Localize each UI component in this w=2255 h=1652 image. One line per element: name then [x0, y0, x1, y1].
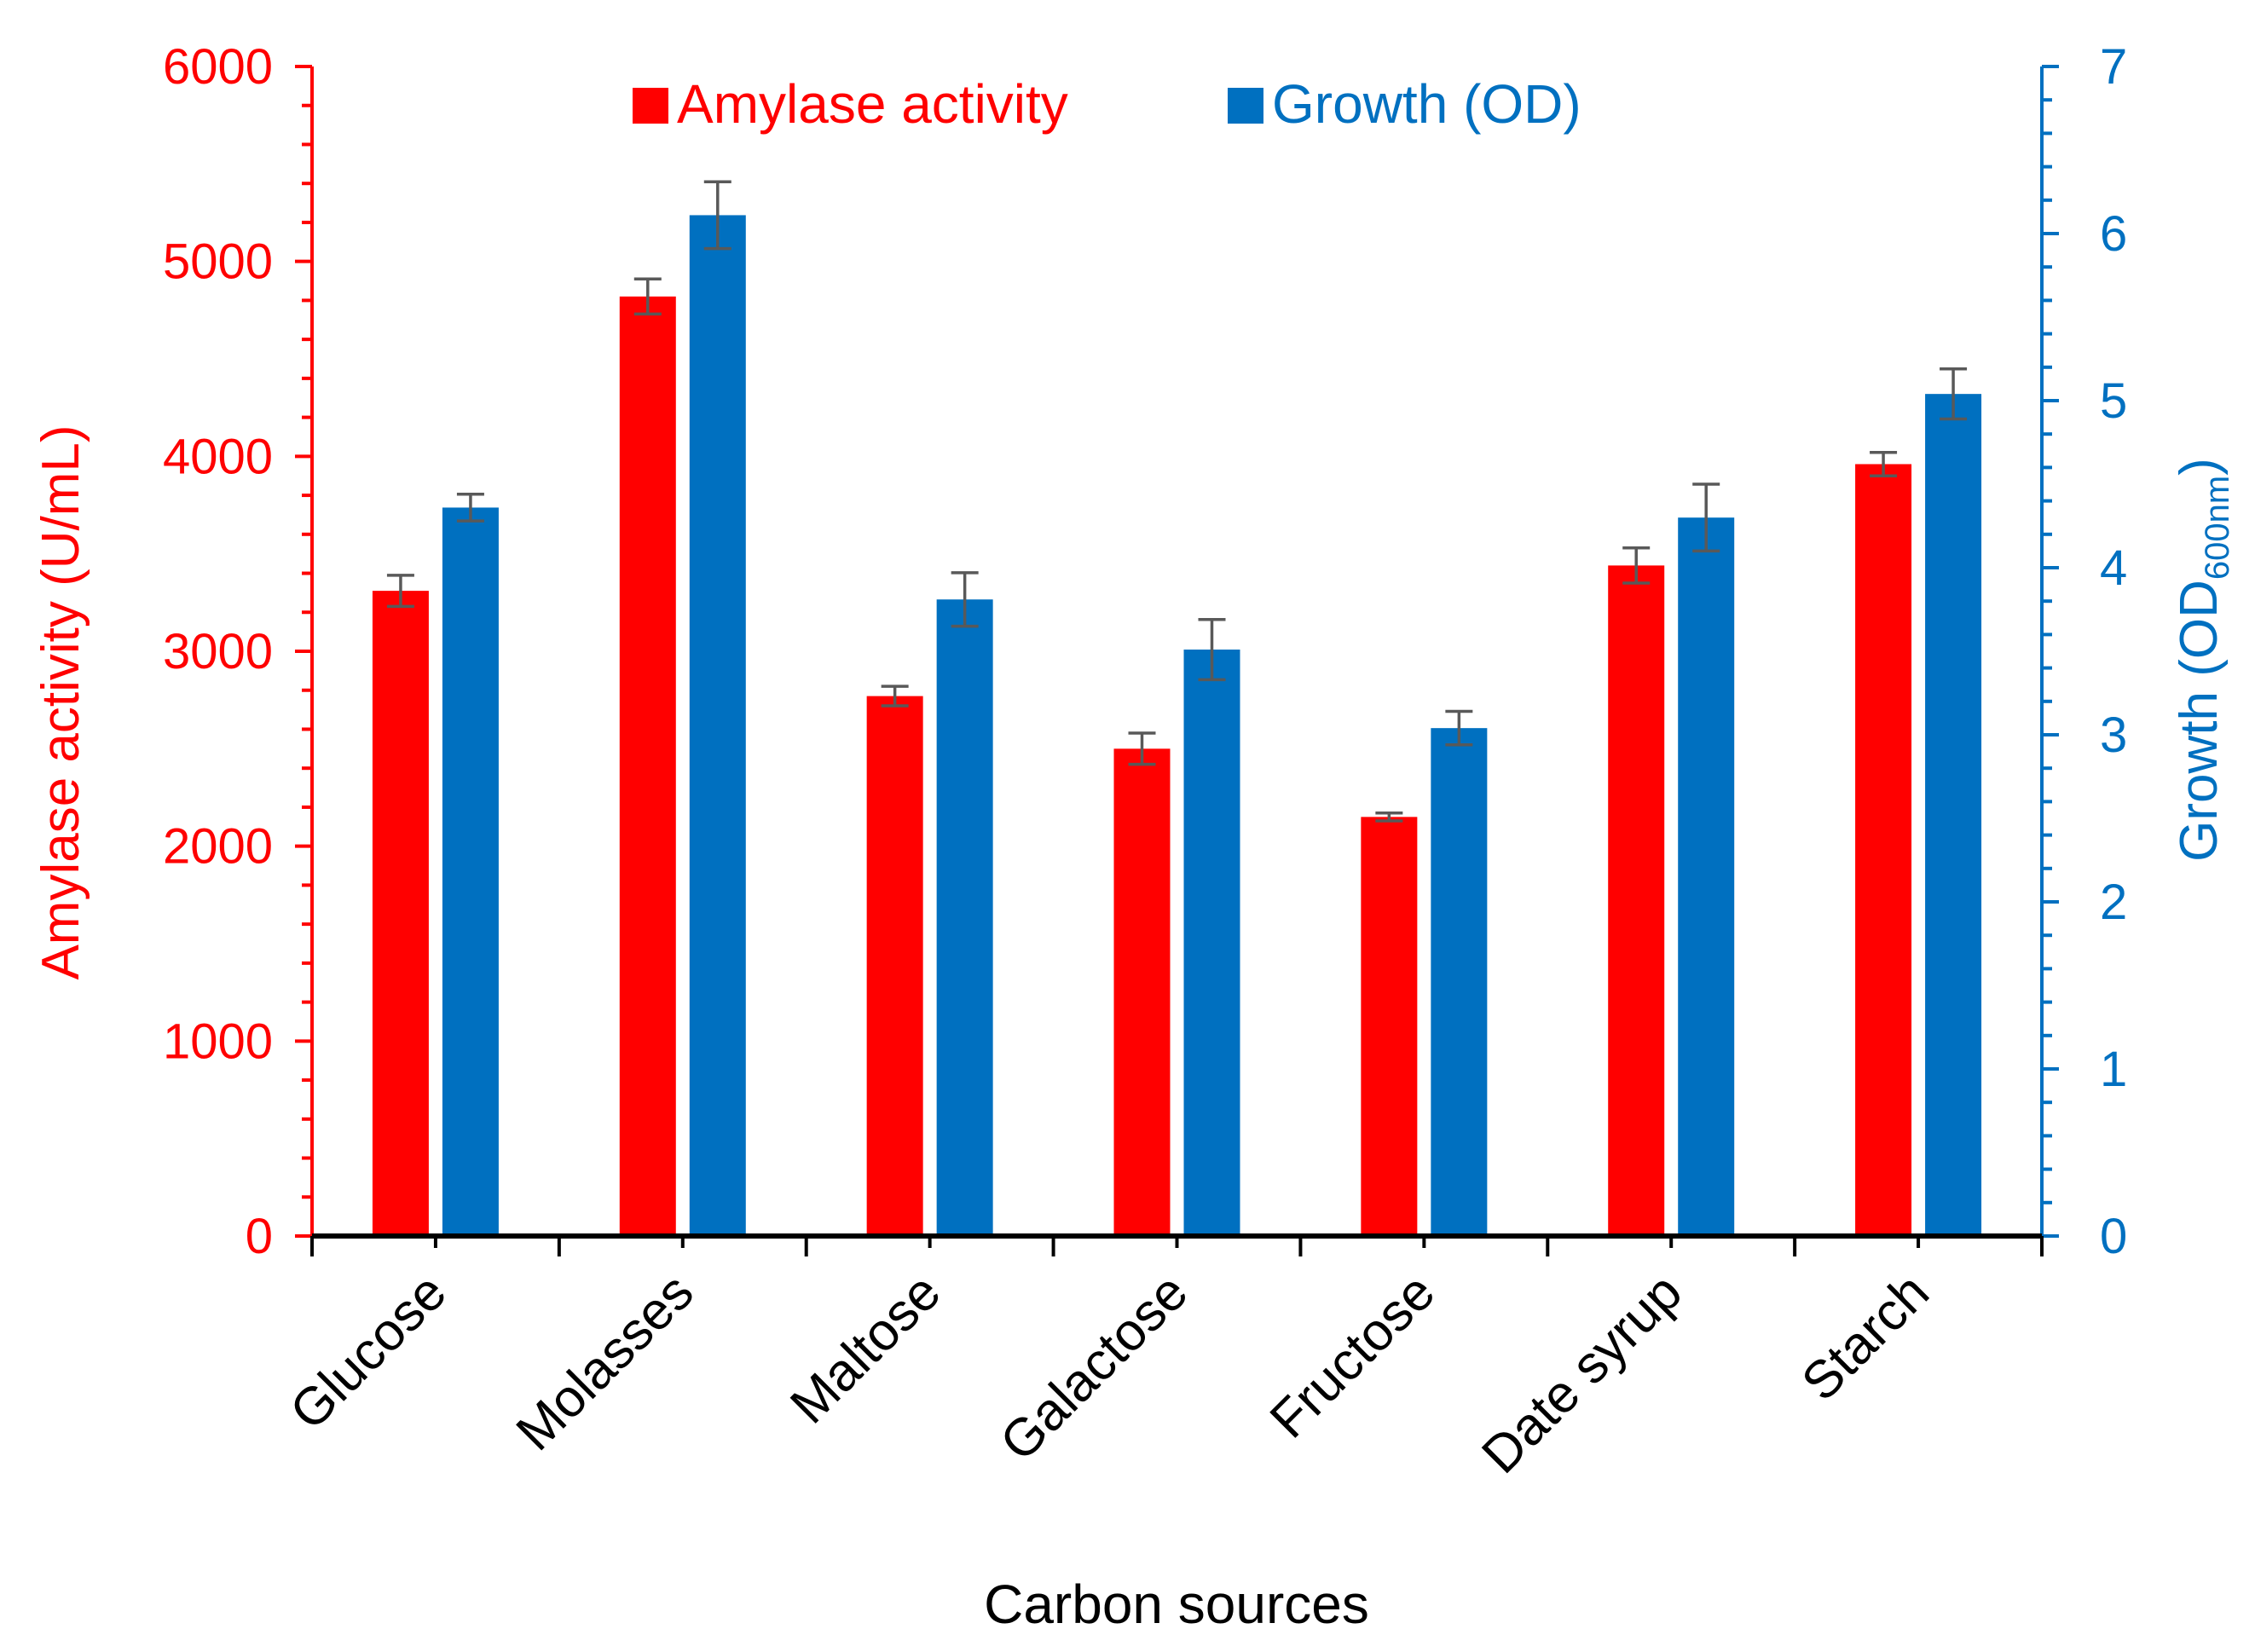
amylase-bar-glucose — [372, 591, 429, 1236]
legend-label-amylase: Amylase activity — [677, 73, 1068, 135]
right-y-axis: 0 1 2 3 4 5 6 7 Growth (OD600nm) — [2040, 39, 2236, 1264]
left-axis-tick-label: 1000 — [163, 1014, 273, 1069]
right-axis-tick-label: 5 — [2100, 373, 2127, 429]
left-axis-tick-label: 2000 — [163, 819, 273, 875]
right-axis-tick-label: 6 — [2100, 206, 2127, 262]
right-axis-tick-label: 4 — [2100, 540, 2127, 596]
x-axis-category-label: Maltose — [779, 1262, 951, 1435]
growth-bar-maltose — [936, 599, 993, 1236]
right-axis-title-suffix: ) — [2170, 458, 2229, 476]
legend-swatch-growth — [1228, 88, 1263, 124]
x-axis-category-label: Date syrup — [1471, 1262, 1693, 1485]
right-axis-title-subscript: 600nm — [2199, 476, 2236, 580]
x-axis-category-label: Fructose — [1259, 1262, 1446, 1449]
amylase-bar-fructose — [1361, 817, 1418, 1236]
amylase-bar-date-syrup — [1608, 565, 1665, 1236]
amylase-bar-galactose — [1113, 748, 1171, 1236]
left-axis-tick-label: 6000 — [163, 39, 273, 95]
right-axis-tick-label: 7 — [2100, 39, 2127, 95]
right-axis-title: Growth (OD600nm) — [2170, 458, 2236, 862]
x-axis-category-label: Molasses — [506, 1262, 705, 1462]
right-axis-tick-label: 1 — [2100, 1042, 2127, 1097]
bars — [372, 180, 1982, 1237]
left-axis-tick-label: 0 — [246, 1209, 273, 1264]
growth-bar-starch — [1925, 394, 1982, 1236]
growth-bar-date-syrup — [1678, 517, 1735, 1236]
growth-bar-molasses — [689, 215, 746, 1237]
x-axis-category-label: Galactose — [989, 1262, 1199, 1472]
right-axis-tick-label: 3 — [2100, 708, 2127, 763]
x-axis-category-label: Glucose — [279, 1262, 458, 1441]
amylase-bar-starch — [1855, 464, 1912, 1236]
left-axis-tick-label: 4000 — [163, 429, 273, 484]
right-axis-tick-label: 0 — [2100, 1209, 2127, 1264]
left-axis-title: Amylase activity (U/mL) — [32, 425, 90, 979]
left-axis-tick-label: 5000 — [163, 234, 273, 290]
x-axis-title: Carbon sources — [984, 1574, 1369, 1635]
right-axis-tick-label: 2 — [2100, 875, 2127, 930]
x-axis: Glucose Molasses Maltose Galactose Fructose D… — [279, 1233, 2044, 1635]
left-axis-tick-label: 3000 — [163, 624, 273, 679]
legend-swatch-amylase — [633, 88, 668, 124]
legend-label-growth: Growth (OD) — [1272, 73, 1581, 135]
right-axis-title-main: Growth (OD — [2170, 580, 2229, 862]
amylase-bar-molasses — [619, 296, 676, 1236]
growth-bar-fructose — [1431, 728, 1488, 1236]
x-axis-category-label: Starch — [1790, 1262, 1940, 1412]
amylase-bar-maltose — [866, 696, 923, 1236]
legend: Amylase activity Growth (OD) — [633, 73, 1581, 135]
growth-bar-glucose — [442, 507, 499, 1236]
growth-bar-galactose — [1183, 650, 1240, 1236]
left-y-axis: 0 1000 2000 3000 4000 5000 6000 Amylase activit… — [32, 39, 314, 1264]
